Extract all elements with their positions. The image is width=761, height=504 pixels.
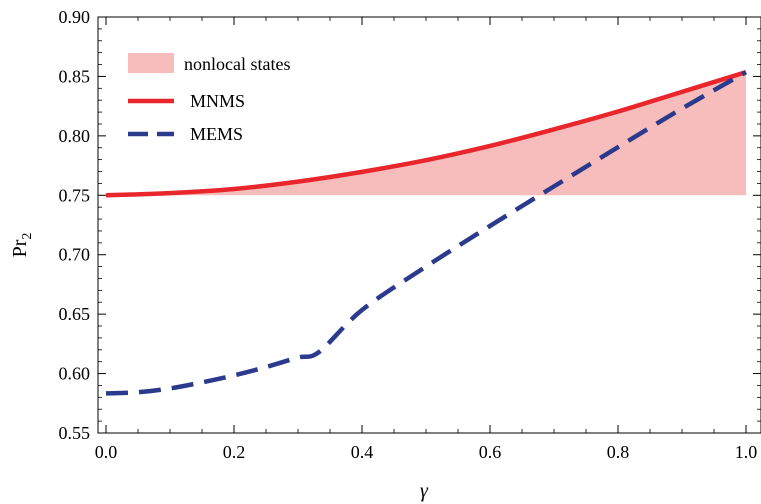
x-tick-label: 0.8 xyxy=(607,442,630,462)
y-axis-label: Pr2 xyxy=(9,233,35,258)
legend-label-mems: MEMS xyxy=(190,124,243,144)
series-line-mems xyxy=(105,70,748,396)
y-tick-label: 0.80 xyxy=(59,126,91,146)
y-tick-label: 0.60 xyxy=(59,364,91,384)
plot-area xyxy=(105,69,748,396)
y-tick-label: 0.55 xyxy=(59,423,91,443)
x-tick-label: 0.2 xyxy=(223,442,246,462)
x-axis-label: γ xyxy=(420,480,429,502)
y-tick-label: 0.65 xyxy=(59,304,91,324)
x-tick-label: 0.6 xyxy=(479,442,502,462)
y-axis: 0.55 0.60 0.65 0.70 0.75 0.80 0.85 0.90 xyxy=(59,7,761,443)
y-tick-label: 0.90 xyxy=(59,7,91,27)
x-tick-label: 0.4 xyxy=(351,442,374,462)
legend-label-mnms: MNMS xyxy=(190,91,245,111)
series-line-mnms xyxy=(105,69,747,198)
x-tick-label: 1.0 xyxy=(735,442,758,462)
y-tick-label: 0.85 xyxy=(59,66,91,86)
x-axis: 0.0 0.2 0.4 0.6 0.8 1.0 xyxy=(95,17,758,462)
y-axis-label-subscript: 2 xyxy=(20,233,35,240)
y-axis-label-main: Pr xyxy=(9,239,31,257)
legend-label-nonlocal-states: nonlocal states xyxy=(184,54,290,74)
y-tick-label: 0.70 xyxy=(59,245,91,265)
legend: nonlocal states MNMS MEMS xyxy=(128,53,290,144)
plot-frame xyxy=(97,16,761,434)
x-tick-label: 0.0 xyxy=(95,442,118,462)
legend-swatch-nonlocal-states xyxy=(128,53,174,73)
y-tick-label: 0.75 xyxy=(59,185,91,205)
